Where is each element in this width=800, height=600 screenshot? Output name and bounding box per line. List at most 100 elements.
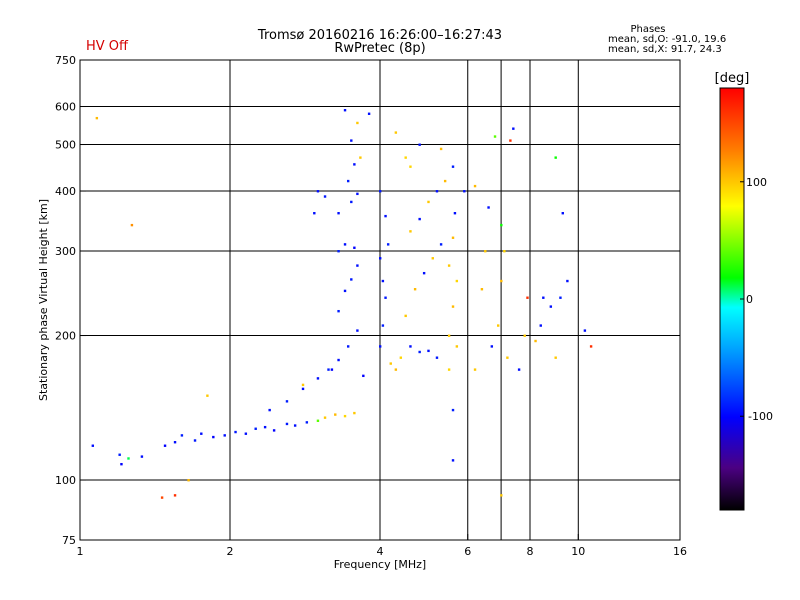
scatter-point — [451, 408, 455, 412]
scatter-point — [409, 230, 412, 233]
x-tick-label: 4 — [377, 545, 384, 558]
scatter-point — [346, 345, 350, 348]
scatter-point — [427, 200, 430, 204]
scatter-point — [305, 421, 309, 424]
scatter-point — [285, 400, 289, 403]
scatter-point — [413, 288, 417, 291]
scatter-point — [554, 156, 557, 159]
colorbar-tick-label: -100 — [748, 410, 773, 423]
scatter-point — [480, 288, 484, 291]
scatter-point — [490, 345, 494, 348]
scatter-point — [337, 212, 340, 215]
scatter-point — [435, 190, 439, 193]
scatter-point — [409, 345, 412, 348]
scatter-point — [353, 163, 356, 166]
scatter-point — [484, 250, 487, 253]
scatter-point — [399, 356, 403, 359]
scatter-point — [200, 432, 203, 435]
scatter-point — [418, 217, 421, 221]
scatter-point — [451, 165, 455, 168]
colorbar-ticks: 100 0 -100 — [740, 176, 773, 423]
x-tick-label: 6 — [464, 545, 471, 558]
y-tick-label: 75 — [62, 534, 76, 547]
scatter-point — [418, 350, 421, 354]
scatter-point — [301, 383, 305, 387]
scatter-point — [379, 257, 382, 260]
scatter-point — [173, 494, 177, 497]
scatter-point — [330, 368, 334, 371]
scatter-point — [367, 112, 371, 115]
scatter-point — [455, 279, 459, 283]
y-tick-label: 600 — [55, 101, 76, 114]
y-tick-label: 100 — [55, 474, 76, 487]
scatter-point — [384, 296, 387, 299]
scatter-point — [500, 223, 503, 227]
colorbar-tick-label: 100 — [746, 176, 767, 189]
scatter-point — [316, 190, 320, 193]
colorbar-unit-label: [deg] — [715, 71, 750, 86]
scatter-point — [346, 179, 350, 183]
scatter-point — [589, 345, 593, 348]
stats-title: Phases — [630, 24, 665, 35]
scatter-point — [451, 305, 455, 308]
scatter-point — [439, 147, 443, 151]
scatter-point — [234, 430, 237, 434]
scatter-point — [379, 345, 382, 348]
scatter-point — [334, 413, 337, 416]
scatter-point — [394, 368, 398, 371]
scatter-point — [313, 212, 316, 215]
scatter-point — [506, 356, 509, 359]
scatter-point — [526, 296, 529, 299]
scatter-point — [91, 444, 95, 447]
scatter-point — [212, 435, 215, 439]
scatter-point — [496, 324, 500, 327]
scatter-point — [206, 394, 209, 397]
scatter-point — [447, 368, 451, 371]
scatter-point — [451, 459, 455, 462]
scatter-point — [244, 432, 248, 435]
scatter-point — [193, 439, 197, 442]
scatter-point — [350, 139, 353, 142]
stats-line2: mean, sd,X: 91.7, 24.3 — [608, 44, 722, 55]
y-tick-label: 750 — [55, 54, 76, 67]
scatter-point — [566, 279, 569, 283]
scatter-point — [394, 131, 398, 134]
scatter-point — [523, 334, 526, 337]
scatter-point — [453, 212, 457, 215]
scatter-point — [512, 127, 515, 130]
scatter-point — [542, 296, 545, 299]
stats-line1: mean, sd,O: -91.0, 19.6 — [608, 34, 726, 45]
scatter-point — [160, 496, 164, 499]
scatter-point — [343, 289, 347, 293]
y-tick-label: 300 — [55, 245, 76, 258]
scatter-point — [362, 374, 365, 378]
scatter-point — [503, 250, 506, 253]
scatter-point — [404, 156, 407, 159]
scatter-point — [534, 339, 537, 343]
scatter-point — [431, 257, 434, 260]
x-tick-label: 10 — [571, 545, 585, 558]
scatter-point — [356, 121, 359, 125]
x-tick-label: 2 — [227, 545, 234, 558]
scatter-point — [404, 314, 407, 318]
scatter-point — [447, 264, 451, 267]
x-tick-label: 16 — [673, 545, 687, 558]
y-axis-label: Stationary phase Virtual Height [km] — [37, 199, 50, 401]
scatter-point — [263, 425, 267, 429]
scatter-point — [301, 387, 305, 391]
scatter-point — [120, 462, 123, 466]
scatter-point — [487, 206, 490, 209]
scatter-point — [223, 434, 226, 437]
x-tick-label: 1 — [77, 545, 84, 558]
scatter-point — [473, 368, 477, 371]
scatter-point — [473, 184, 477, 188]
grid — [80, 60, 680, 540]
scatter-points — [91, 109, 593, 499]
scatter-point — [293, 424, 297, 427]
scatter-point — [422, 271, 426, 275]
scatter-point — [187, 479, 190, 482]
scatter-point — [285, 422, 289, 426]
chart-title-line1: Tromsø 20160216 16:26:00–16:27:43 — [257, 28, 502, 43]
y-tick-label: 400 — [55, 185, 76, 198]
